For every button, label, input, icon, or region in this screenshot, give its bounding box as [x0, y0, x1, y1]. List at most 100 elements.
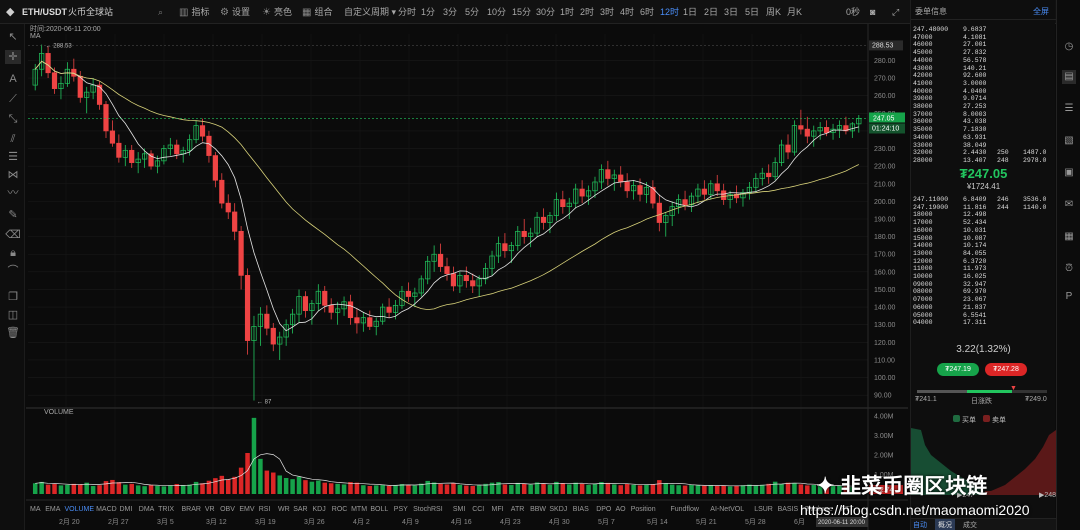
orderbook-row[interactable]: 10000 16.025 — [911, 273, 1056, 281]
brush-icon[interactable]: ✎ — [8, 209, 18, 221]
indicator-tab[interactable]: TRIX — [158, 506, 174, 513]
orderbook-row[interactable]: 41000 3.0000 — [911, 80, 1056, 88]
orderbook-row[interactable]: 45000 27.832 — [911, 49, 1056, 57]
indicator-tab[interactable]: RSI — [259, 506, 271, 513]
indicator-button[interactable]: ▥ 指标 — [179, 4, 209, 20]
fullscreen-button[interactable]: 全屏 — [1033, 7, 1049, 16]
trendline-icon[interactable]: ⟋ — [9, 93, 17, 105]
indicator-tab[interactable]: ROC — [332, 506, 348, 513]
interval-3[interactable]: 5分 — [465, 7, 480, 17]
pro-icon[interactable]: P — [1065, 291, 1073, 302]
interval-1[interactable]: 1分 — [421, 7, 436, 17]
bid-button[interactable]: ₮247.19 — [937, 363, 979, 376]
orderbook-row[interactable]: 12000 6.3720 — [911, 258, 1056, 266]
combo-button[interactable]: ▦ 组合 — [302, 4, 332, 20]
indicator-tab[interactable]: SMI — [453, 506, 466, 513]
indicator-tab[interactable]: AI-NetVOL — [710, 506, 744, 513]
custom-period-button[interactable]: 自定义周期 ▾ — [344, 7, 397, 17]
pattern-icon[interactable]: ⋈ — [7, 169, 19, 181]
orderbook-row[interactable]: 14000 10.174 — [911, 242, 1056, 250]
alarm-icon[interactable]: ⏰︎ — [1065, 263, 1073, 274]
orderbook-row[interactable]: 17000 52.434 — [911, 219, 1056, 227]
wave-icon[interactable]: 〰 — [7, 187, 19, 199]
orderbook-row[interactable]: 09000 32.947 — [911, 281, 1056, 289]
crosshair-icon[interactable]: ✛ — [5, 50, 21, 64]
candlestick-chart[interactable]: 90.00 100.00 110.00 120.00 130.00 140.00 150.0… — [26, 24, 908, 530]
tab-overview[interactable]: 概况 — [935, 519, 955, 530]
interval-17[interactable]: 周K — [766, 7, 782, 17]
channel-icon[interactable]: ⫽ — [10, 133, 16, 145]
indicator-tab[interactable]: BBW — [530, 506, 546, 513]
interval-14[interactable]: 2日 — [704, 7, 719, 17]
news-icon[interactable]: ▣ — [1064, 167, 1074, 178]
indicator-tab[interactable]: VOLUME — [65, 506, 95, 513]
fib-icon[interactable]: ☰ — [8, 151, 18, 163]
indicator-tab[interactable]: MA — [30, 506, 41, 513]
orderbook-row[interactable]: 11000 11.973 — [911, 265, 1056, 273]
orderbook-row[interactable]: 43000 140.21 — [911, 65, 1056, 73]
indicator-tab[interactable]: EMA — [45, 506, 61, 513]
orderbook-row[interactable]: 33000 38.049 — [911, 142, 1056, 150]
indicator-tab[interactable]: WR — [278, 506, 290, 513]
orderbook-row[interactable]: 05000 6.5541 — [911, 312, 1056, 320]
indicator-tab[interactable]: PSY — [394, 506, 408, 513]
interval-9[interactable]: 3时 — [600, 7, 615, 17]
gift-icon[interactable]: ✉ — [1064, 199, 1074, 210]
indicator-tab[interactable]: SAR — [293, 506, 307, 513]
interval-12[interactable]: 12时 — [660, 7, 680, 17]
interval-13[interactable]: 1日 — [683, 7, 698, 17]
orderbook-row[interactable]: 38000 27.253 — [911, 103, 1056, 111]
indicator-tab[interactable]: DMI — [120, 506, 133, 513]
orderbook-row[interactable]: 42000 92.600 — [911, 72, 1056, 80]
tab-auto[interactable]: 自动 — [913, 522, 927, 529]
list-icon[interactable]: ☰ — [1064, 103, 1074, 114]
indicator-tab[interactable]: BOLL — [370, 506, 388, 513]
orderbook-row[interactable]: 40000 4.0400 — [911, 88, 1056, 96]
text-icon[interactable]: A — [9, 73, 17, 85]
interval-0[interactable]: 分时 — [398, 7, 417, 17]
interval-5[interactable]: 15分 — [512, 7, 532, 17]
indicator-tab[interactable]: SKDJ — [549, 506, 567, 513]
clock-icon[interactable]: ◷ — [1064, 41, 1074, 52]
indicator-tab[interactable]: Fundflow — [671, 506, 700, 513]
orderbook-row[interactable]: 36000 43.038 — [911, 118, 1056, 126]
indicator-tab[interactable]: FTT — [841, 506, 855, 513]
settings-button[interactable]: ⚙ 设置 — [220, 4, 250, 20]
orderbook-row[interactable]: 34000 63.931 — [911, 134, 1056, 142]
camera-icon[interactable]: ◙ — [870, 7, 876, 17]
cursor-icon[interactable]: ↖ — [8, 31, 18, 43]
orderbook-row[interactable]: 32000 2.4430 250 1487.0 — [911, 149, 1056, 157]
orderbook-row[interactable]: 06000 21.837 — [911, 304, 1056, 312]
indicator-tab[interactable]: VR — [205, 506, 215, 513]
interval-4[interactable]: 10分 — [487, 7, 507, 17]
indicator-tab[interactable]: MTM — [351, 506, 367, 513]
indicator-tab[interactable]: Position — [631, 506, 656, 513]
interval-2[interactable]: 3分 — [443, 7, 458, 17]
symbol-label[interactable]: ETH/USDT — [22, 7, 67, 17]
search-icon[interactable]: ⌕ — [158, 7, 164, 17]
orderbook-row[interactable]: 46000 27.001 — [911, 41, 1056, 49]
orderbook-row[interactable]: 247.19000 11.816 244 1140.0 — [911, 204, 1056, 212]
orderbook-row[interactable]: 15000 10.087 — [911, 235, 1056, 243]
indicator-tab[interactable]: MACD — [96, 506, 117, 513]
indicator-tab[interactable]: StochRSI — [413, 506, 443, 513]
orderbook-row[interactable]: 44000 56.578 — [911, 57, 1056, 65]
calendar-icon[interactable]: ▦ — [1064, 231, 1074, 242]
interval-10[interactable]: 4时 — [620, 7, 635, 17]
orderbook-row[interactable]: 16000 10.031 — [911, 227, 1056, 235]
lock-icon[interactable]: 🔒︎ — [10, 247, 16, 259]
orderbook-row[interactable]: 07000 23.067 — [911, 296, 1056, 304]
orderbook-row[interactable]: 47000 4.1081 — [911, 34, 1056, 42]
copy-icon[interactable]: ❐ — [8, 291, 18, 303]
interval-6[interactable]: 30分 — [536, 7, 556, 17]
layers-icon[interactable]: ◫ — [7, 309, 19, 321]
interval-15[interactable]: 3日 — [724, 7, 739, 17]
ask-button[interactable]: ₮247.28 — [985, 363, 1027, 376]
orderbook-row[interactable]: 13000 84.055 — [911, 250, 1056, 258]
orderbook-row[interactable]: 35000 7.1830 — [911, 126, 1056, 134]
indicator-tab[interactable]: ATR — [511, 506, 524, 513]
orderbook-row[interactable]: 247.11000 6.8409 246 3536.0 — [911, 196, 1056, 204]
interval-16[interactable]: 5日 — [745, 7, 760, 17]
expand-icon[interactable]: ⤢ — [892, 7, 900, 17]
interval-18[interactable]: 月K — [787, 7, 803, 17]
